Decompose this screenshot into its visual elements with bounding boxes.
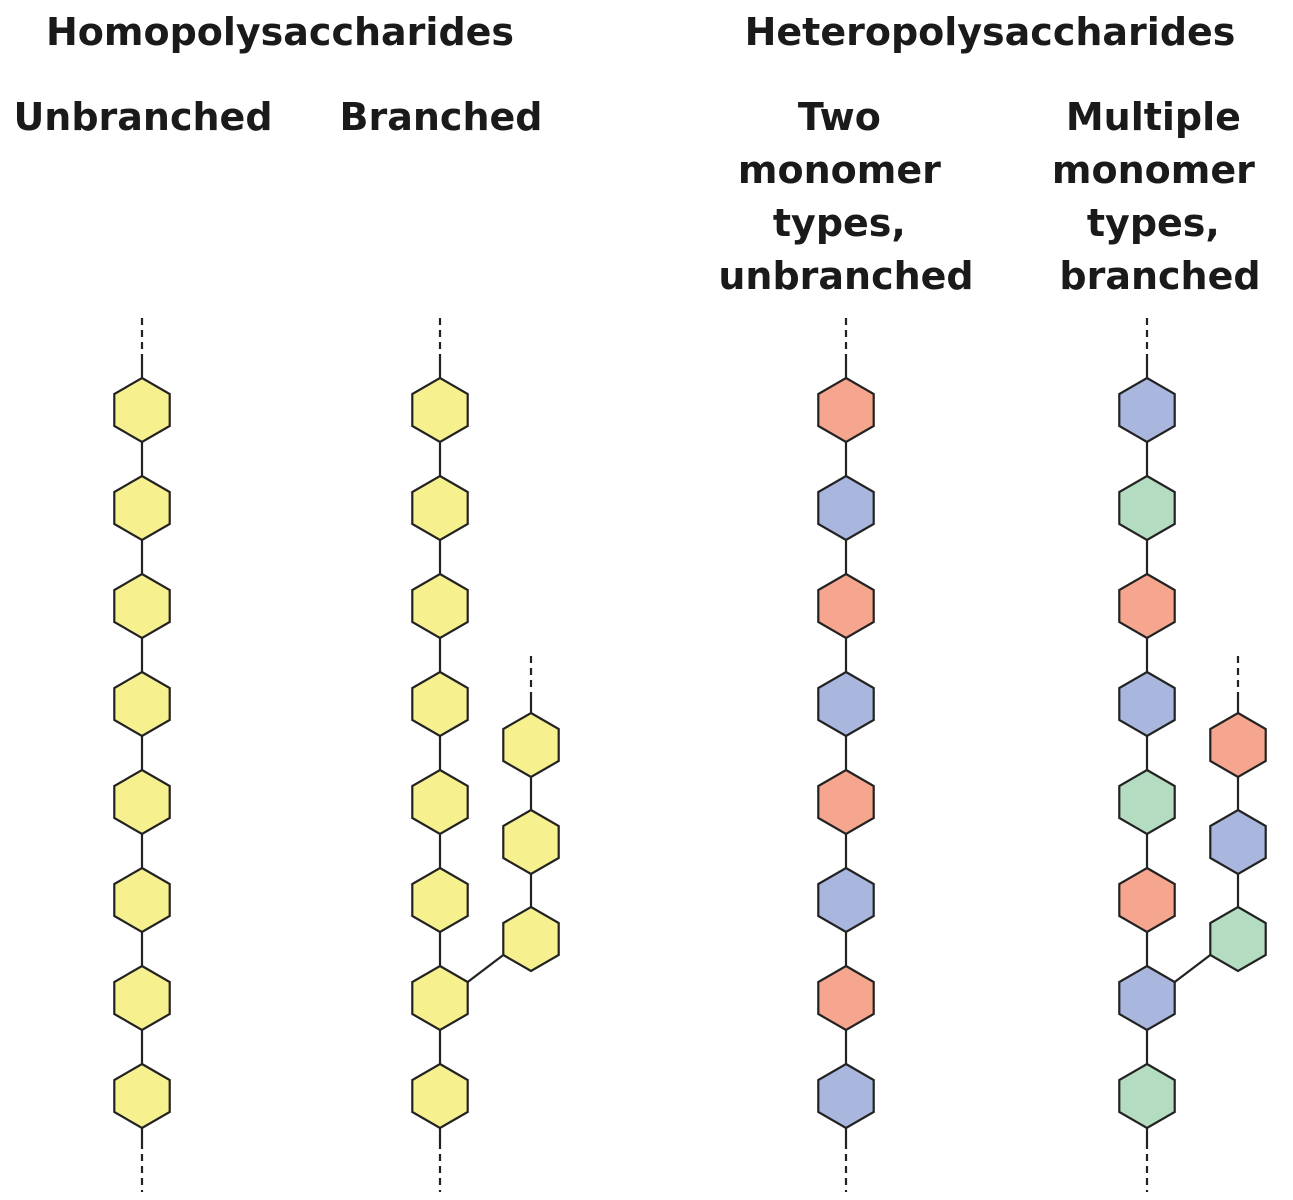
column-heading-line: unbranched xyxy=(718,254,973,298)
column-heading-line: types, xyxy=(1087,201,1220,245)
monomer-blue-hexagon xyxy=(1209,808,1267,876)
column-heading-multiple-monomer-types: Multiple monomer types, branched xyxy=(1052,95,1268,298)
monomer-yellow-hexagon xyxy=(113,474,171,542)
monomer-green-hexagon xyxy=(1118,768,1176,836)
monomer-yellow-hexagon xyxy=(113,964,171,1032)
monomer-red-hexagon xyxy=(1118,572,1176,640)
monomer-red-hexagon xyxy=(1209,711,1267,779)
monomer-red-hexagon xyxy=(817,768,875,836)
column-heading-two-monomer-types: Two monomer types, unbranched xyxy=(718,95,973,298)
monomer-yellow-hexagon xyxy=(113,768,171,836)
column-heading-line: branched xyxy=(1059,254,1260,298)
column-heading-line: Multiple xyxy=(1066,95,1241,139)
monomer-yellow-hexagon xyxy=(411,670,469,738)
monomer-green-hexagon xyxy=(1209,905,1267,973)
chain-branched xyxy=(411,318,560,1192)
monomer-blue-hexagon xyxy=(1118,964,1176,1032)
monomer-yellow-hexagon xyxy=(411,572,469,640)
monomer-blue-hexagon xyxy=(817,670,875,738)
monomer-yellow-hexagon xyxy=(113,572,171,640)
monomer-blue-hexagon xyxy=(1118,670,1176,738)
monomer-yellow-hexagon xyxy=(113,670,171,738)
monomer-yellow-hexagon xyxy=(502,808,560,876)
column-heading-line: Two xyxy=(798,95,881,139)
column-heading-line: Unbranched xyxy=(13,95,272,139)
column-heading-line: Branched xyxy=(340,95,543,139)
monomer-red-hexagon xyxy=(817,964,875,1032)
monomer-yellow-hexagon xyxy=(113,1062,171,1130)
monomer-green-hexagon xyxy=(1118,474,1176,542)
monomer-green-hexagon xyxy=(1118,1062,1176,1130)
column-heading-line: monomer xyxy=(1052,148,1255,192)
column-heading-branched: Branched xyxy=(340,95,543,139)
monomer-blue-hexagon xyxy=(817,866,875,934)
monomer-red-hexagon xyxy=(817,572,875,640)
monomer-yellow-hexagon xyxy=(113,866,171,934)
column-heading-line: monomer xyxy=(738,148,941,192)
monomer-yellow-hexagon xyxy=(411,474,469,542)
chain-unbranched xyxy=(113,318,171,1192)
monomer-red-hexagon xyxy=(1118,866,1176,934)
monomer-red-hexagon xyxy=(817,376,875,444)
monomer-yellow-hexagon xyxy=(411,964,469,1032)
column-heading-unbranched: Unbranched xyxy=(13,95,272,139)
chain-multiple-monomer-types xyxy=(1118,318,1267,1192)
chain-two-monomer-types xyxy=(817,318,875,1192)
monomer-yellow-hexagon xyxy=(411,768,469,836)
monomer-yellow-hexagon xyxy=(411,866,469,934)
heading-homopolysaccharides: Homopolysaccharides xyxy=(46,10,514,54)
monomer-blue-hexagon xyxy=(817,474,875,542)
heading-heteropolysaccharides: Heteropolysaccharides xyxy=(745,10,1236,54)
monomer-yellow-hexagon xyxy=(113,376,171,444)
monomer-yellow-hexagon xyxy=(411,1062,469,1130)
branch-point-bond xyxy=(467,954,504,983)
monomer-yellow-hexagon xyxy=(502,905,560,973)
monomer-yellow-hexagon xyxy=(502,711,560,779)
column-heading-line: types, xyxy=(773,201,906,245)
branch-point-bond xyxy=(1174,954,1211,983)
monomer-blue-hexagon xyxy=(1118,376,1176,444)
monomer-yellow-hexagon xyxy=(411,376,469,444)
monomer-blue-hexagon xyxy=(817,1062,875,1130)
